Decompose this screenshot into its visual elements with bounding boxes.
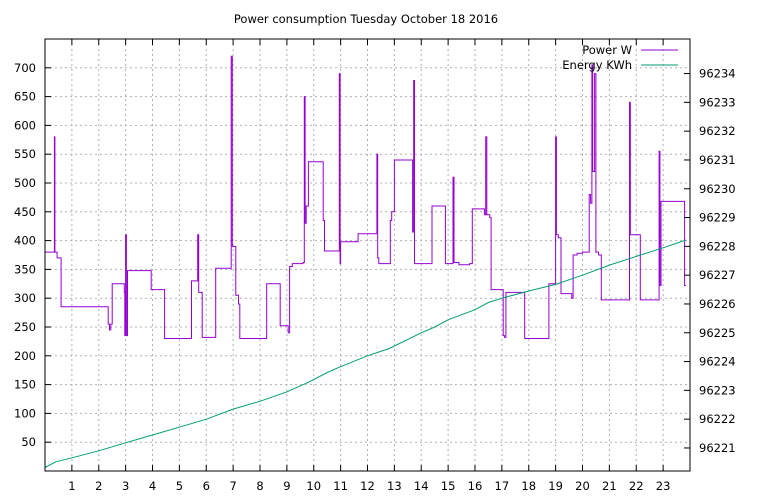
x-tick-label: 14	[414, 479, 429, 493]
y-tick-label: 650	[14, 90, 36, 104]
x-tick-label: 23	[656, 479, 671, 493]
y-tick-label: 500	[14, 176, 36, 190]
x-tick-label: 4	[149, 479, 156, 493]
x-tick-label: 12	[360, 479, 375, 493]
y-tick-label: 700	[14, 61, 36, 75]
x-tick-label: 13	[387, 479, 402, 493]
x-tick-label: 2	[95, 479, 102, 493]
y-tick-label: 150	[14, 378, 36, 392]
legend-label: Energy KWh	[562, 58, 632, 72]
y-tick-label: 600	[14, 118, 36, 132]
y2-tick-label: 96234	[699, 67, 736, 81]
x-tick-label: 1	[68, 479, 75, 493]
legend-label: Power W	[582, 43, 632, 57]
y2-tick-label: 96230	[699, 182, 736, 196]
y2-tick-label: 96229	[699, 211, 736, 225]
x-tick-label: 10	[306, 479, 321, 493]
grid	[45, 39, 690, 471]
y2-tick-label: 96231	[699, 153, 736, 167]
y2-tick-label: 96224	[699, 355, 736, 369]
y2-tick-label: 96227	[699, 268, 736, 282]
y2-tick-label: 96221	[699, 441, 736, 455]
x-tick-label: 7	[229, 479, 236, 493]
series-line-power-w	[45, 55, 686, 339]
y-tick-label: 250	[14, 320, 36, 334]
x-tick-label: 20	[575, 479, 590, 493]
y2-tick-label: 96225	[699, 326, 736, 340]
series-line-energy-kwh	[44, 239, 687, 468]
y-tick-label: 450	[14, 205, 36, 219]
y2-tick-label: 96226	[699, 297, 736, 311]
y2-tick-label: 96228	[699, 239, 736, 253]
x-tick-label: 8	[256, 479, 263, 493]
y-tick-label: 300	[14, 291, 36, 305]
axis-ticks: 1 2 3 4 5 6 7 8 9 10 11 12 13 14 15 16 17 18 19 20 21 22 23501…	[14, 39, 736, 493]
y-tick-label: 50	[21, 435, 36, 449]
x-tick-label: 21	[602, 479, 617, 493]
x-tick-label: 11	[333, 479, 348, 493]
y-tick-label: 200	[14, 349, 36, 363]
x-tick-label: 19	[548, 479, 563, 493]
y-tick-label: 350	[14, 262, 36, 276]
chart-title: Power consumption Tuesday October 18 201…	[234, 12, 498, 26]
x-tick-label: 22	[629, 479, 644, 493]
y2-tick-label: 96232	[699, 124, 736, 138]
x-tick-label: 17	[495, 479, 510, 493]
y-tick-label: 100	[14, 406, 36, 420]
y2-tick-label: 96233	[699, 95, 736, 109]
y-tick-label: 400	[14, 234, 36, 248]
y2-tick-label: 96222	[699, 412, 736, 426]
x-tick-label: 16	[468, 479, 483, 493]
x-tick-label: 9	[283, 479, 290, 493]
x-tick-label: 5	[176, 479, 183, 493]
y-tick-label: 550	[14, 147, 36, 161]
y2-tick-label: 96223	[699, 383, 736, 397]
x-tick-label: 3	[122, 479, 129, 493]
x-tick-label: 6	[203, 479, 210, 493]
x-tick-label: 18	[521, 479, 536, 493]
series-layer	[44, 55, 687, 468]
x-tick-label: 15	[441, 479, 456, 493]
